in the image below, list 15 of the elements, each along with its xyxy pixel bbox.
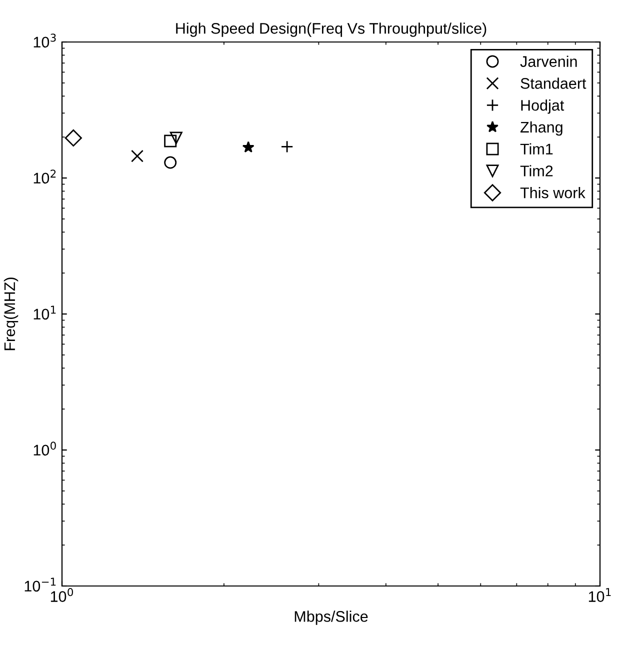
legend-label: Standaert	[520, 78, 586, 89]
legend-label: Hodjat	[521, 100, 564, 114]
y-axis-title: Freq(MHZ)	[4, 278, 18, 350]
y-tick-label: 10$^{0}$	[34, 442, 56, 456]
legend-label: Jarvenin	[520, 56, 577, 67]
chart-title: High Speed Design(Freq Vs Throughput/slice)	[176, 22, 486, 37]
y-tick-label: 10$^{−1}$	[24, 578, 56, 592]
legend-label: This work	[520, 187, 586, 198]
legend-label: Tim1	[520, 143, 553, 154]
y-tick-label: 10$^{1}$	[34, 306, 56, 320]
y-tick-label: 10$^{2}$	[34, 170, 56, 184]
y-tick-label: 10$^{3}$	[34, 34, 56, 48]
x-axis-title: Mbps/Slice	[294, 610, 368, 625]
legend-label: Tim2	[520, 165, 553, 176]
legend-label: Zhang	[520, 121, 562, 136]
